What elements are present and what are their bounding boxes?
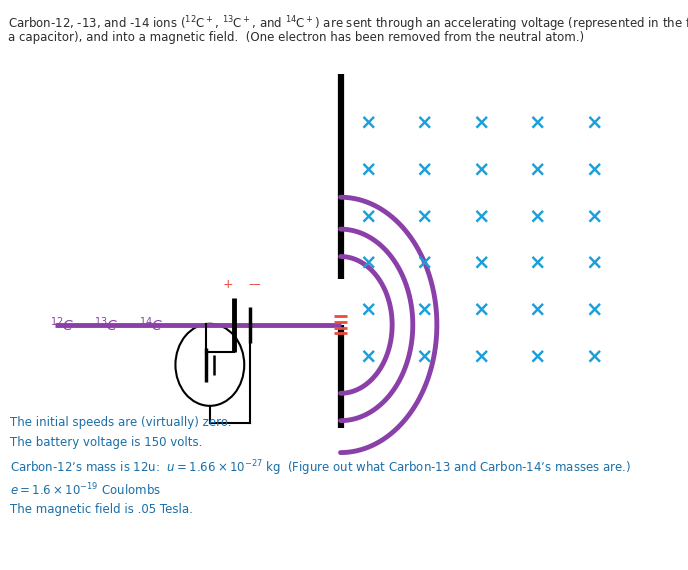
Text: $^{12}$C: $^{12}$C [50, 316, 74, 334]
Text: ×: × [472, 253, 490, 273]
Text: ×: × [585, 299, 603, 320]
Text: ×: × [416, 112, 433, 133]
Text: ×: × [528, 299, 546, 320]
Text: ×: × [359, 206, 377, 226]
Text: $e = 1.6 \times 10^{-19}$ Coulombs: $e = 1.6 \times 10^{-19}$ Coulombs [10, 482, 161, 498]
Text: a capacitor), and into a magnetic field.  (One electron has been removed from th: a capacitor), and into a magnetic field.… [8, 31, 584, 44]
Text: ×: × [472, 299, 490, 320]
Text: Carbon-12’s mass is 12u:  $u = 1.66 \times 10^{-27}$ kg  (Figure out what Carbon: Carbon-12’s mass is 12u: $u = 1.66 \time… [10, 459, 632, 478]
Text: ×: × [416, 159, 433, 180]
Text: ×: × [359, 159, 377, 180]
Text: ×: × [472, 206, 490, 226]
Text: $^{14}$C: $^{14}$C [139, 316, 164, 334]
Text: ×: × [528, 253, 546, 273]
Text: The initial speeds are (virtually) zero.: The initial speeds are (virtually) zero. [10, 416, 232, 429]
Text: ×: × [416, 299, 433, 320]
Text: $^{13}$C: $^{13}$C [94, 316, 119, 334]
Text: ×: × [416, 206, 433, 226]
Text: ––: –– [248, 278, 261, 291]
Text: ×: × [585, 159, 603, 180]
Text: ×: × [359, 299, 377, 320]
Text: ×: × [472, 159, 490, 180]
Text: ×: × [528, 346, 546, 367]
Text: Carbon-12, -13, and -14 ions ($^{12}$C$^+$, $^{13}$C$^+$, and $^{14}$C$^+$) are : Carbon-12, -13, and -14 ions ($^{12}$C$^… [8, 14, 688, 34]
Text: +: + [223, 278, 234, 291]
Text: ×: × [416, 253, 433, 273]
Text: The battery voltage is 150 volts.: The battery voltage is 150 volts. [10, 436, 203, 449]
Text: ×: × [585, 112, 603, 133]
Text: ×: × [359, 253, 377, 273]
Text: ×: × [359, 112, 377, 133]
Text: ×: × [472, 346, 490, 367]
Text: ×: × [528, 112, 546, 133]
Text: ×: × [528, 206, 546, 226]
Text: ×: × [585, 346, 603, 367]
Text: ×: × [585, 206, 603, 226]
Text: ×: × [416, 346, 433, 367]
Text: The magnetic field is .05 Tesla.: The magnetic field is .05 Tesla. [10, 503, 193, 516]
Text: ×: × [585, 253, 603, 273]
Text: ×: × [528, 159, 546, 180]
Text: ×: × [359, 346, 377, 367]
Text: ×: × [472, 112, 490, 133]
